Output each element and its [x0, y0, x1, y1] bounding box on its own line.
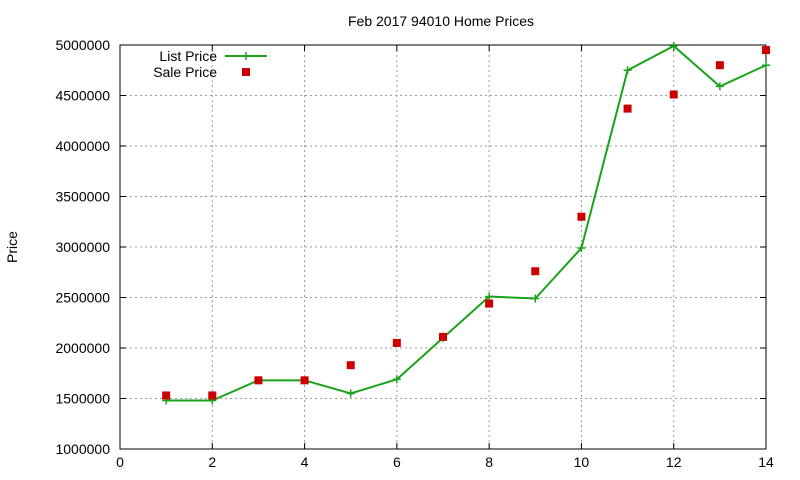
x-tick-label: 4 — [301, 454, 309, 470]
sale-price-point — [254, 376, 263, 385]
sale-price-point — [439, 332, 447, 341]
x-tick-label: 0 — [116, 454, 124, 470]
list-price-point — [669, 42, 678, 51]
y-axis-label: Price — [4, 231, 20, 263]
y-tick-label: 1500000 — [55, 391, 110, 407]
series — [162, 42, 770, 405]
x-tick-label: 12 — [666, 454, 682, 470]
y-tick-label: 5000000 — [55, 37, 110, 53]
axes: 0 2 4 6 8 10 12 14 1000000 1500000 2000000 2500000 3… — [55, 37, 774, 470]
sale-price-point — [715, 61, 724, 70]
y-tick-label: 2000000 — [55, 340, 110, 356]
grid — [120, 45, 766, 449]
list-price-point — [577, 244, 586, 253]
y-tick-label: 2500000 — [55, 290, 110, 306]
x-tick-label: 10 — [574, 454, 590, 470]
sale-price-point — [623, 104, 632, 113]
y-tick-label: 3000000 — [55, 239, 110, 255]
legend-label-sale-price: Sale Price — [153, 64, 217, 80]
list-price-point — [392, 375, 401, 384]
list-price-point — [531, 294, 540, 303]
x-tick-label: 8 — [485, 454, 493, 470]
sale-price-point — [346, 361, 355, 370]
sale-price-point — [577, 212, 586, 221]
legend-label-list-price: List Price — [159, 48, 217, 64]
sale-price-point — [208, 391, 217, 400]
sale-price-point — [392, 338, 401, 347]
y-tick-label: 3500000 — [55, 189, 110, 205]
y-tick-label: 4500000 — [55, 88, 110, 104]
sale-price-point — [531, 267, 540, 276]
list-price-point — [762, 61, 770, 70]
chart-title: Feb 2017 94010 Home Prices — [348, 13, 534, 29]
sale-price-point — [485, 299, 494, 308]
list-price-point — [715, 82, 724, 91]
x-tick-label: 14 — [758, 454, 774, 470]
sale-price-point — [300, 376, 309, 385]
list-price-point — [346, 389, 355, 398]
list-price-line — [166, 44, 767, 402]
sale-price-point — [762, 46, 770, 55]
sale-price-point — [669, 90, 678, 99]
sale-price-point — [162, 391, 171, 400]
y-tick-label: 4000000 — [55, 138, 110, 154]
legend-marker-sale-price — [242, 68, 250, 76]
legend-marker-list-price — [242, 52, 250, 60]
x-tick-label: 6 — [393, 454, 401, 470]
list-price-point — [623, 66, 632, 75]
list-price-point — [485, 292, 494, 301]
x-tick-label: 2 — [208, 454, 216, 470]
y-tick-label: 1000000 — [55, 441, 110, 457]
